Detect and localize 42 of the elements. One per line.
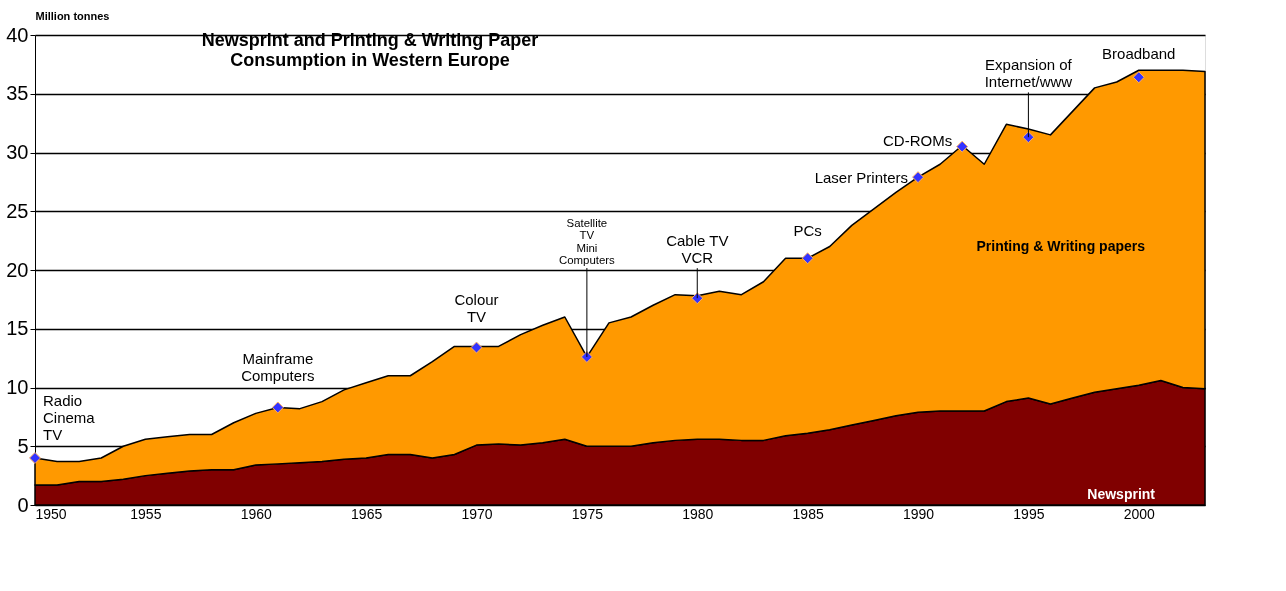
point xyxy=(1022,131,1035,144)
point xyxy=(801,252,814,265)
x-tick-label: 1950 xyxy=(35,505,67,522)
y-tick-label: 5 xyxy=(17,434,29,457)
series-label: Newsprint xyxy=(1087,486,1156,503)
x-tick-label: 1975 xyxy=(571,505,604,522)
point xyxy=(912,171,924,184)
annotation: Mainframe Computers xyxy=(241,349,315,384)
point xyxy=(1132,71,1145,84)
x-tick-label: 1985 xyxy=(792,505,824,522)
x-tick-label: 1965 xyxy=(351,505,383,522)
x-tick-label: 1980 xyxy=(682,505,714,522)
x-tick-label: 1990 xyxy=(902,505,935,522)
annotation: Laser Printers xyxy=(814,168,909,186)
x-tick-label: 1955 xyxy=(130,505,162,522)
y-tick-label: 25 xyxy=(6,199,29,222)
y-tick-label: 35 xyxy=(6,82,29,105)
point xyxy=(470,341,483,354)
series-label: Printing & Writing papers xyxy=(976,237,1146,254)
annotation: PCs xyxy=(793,221,822,239)
x-tick-label: 1970 xyxy=(461,505,493,522)
y-tick-label: 10 xyxy=(6,376,29,398)
y-axis-title: Million tonnes xyxy=(35,9,110,22)
y-tick-label: 40 xyxy=(6,23,29,46)
y-tick-label: 15 xyxy=(6,317,29,340)
y-tick-label: 0 xyxy=(17,493,29,516)
annotation: Cable TV VCR xyxy=(666,232,729,267)
point xyxy=(271,401,284,414)
annotation: Expansion of Internet/www xyxy=(984,56,1073,91)
annotation: Satellite TV Mini Computers xyxy=(558,216,616,266)
y-tick-label: 20 xyxy=(6,258,29,281)
annotation: Radio Cinema TV xyxy=(43,392,96,443)
annotation: CD-ROMs xyxy=(883,132,953,150)
x-tick-label: 1995 xyxy=(1013,505,1045,522)
y-tick-label: 30 xyxy=(6,141,29,163)
point xyxy=(956,140,969,153)
point xyxy=(29,452,41,464)
x-tick-label: 1960 xyxy=(240,505,273,522)
annotation: Colour TV xyxy=(454,291,499,326)
annotation: Broadband xyxy=(1102,45,1176,63)
point xyxy=(691,292,704,305)
x-tick-label: 2000 xyxy=(1123,505,1156,522)
